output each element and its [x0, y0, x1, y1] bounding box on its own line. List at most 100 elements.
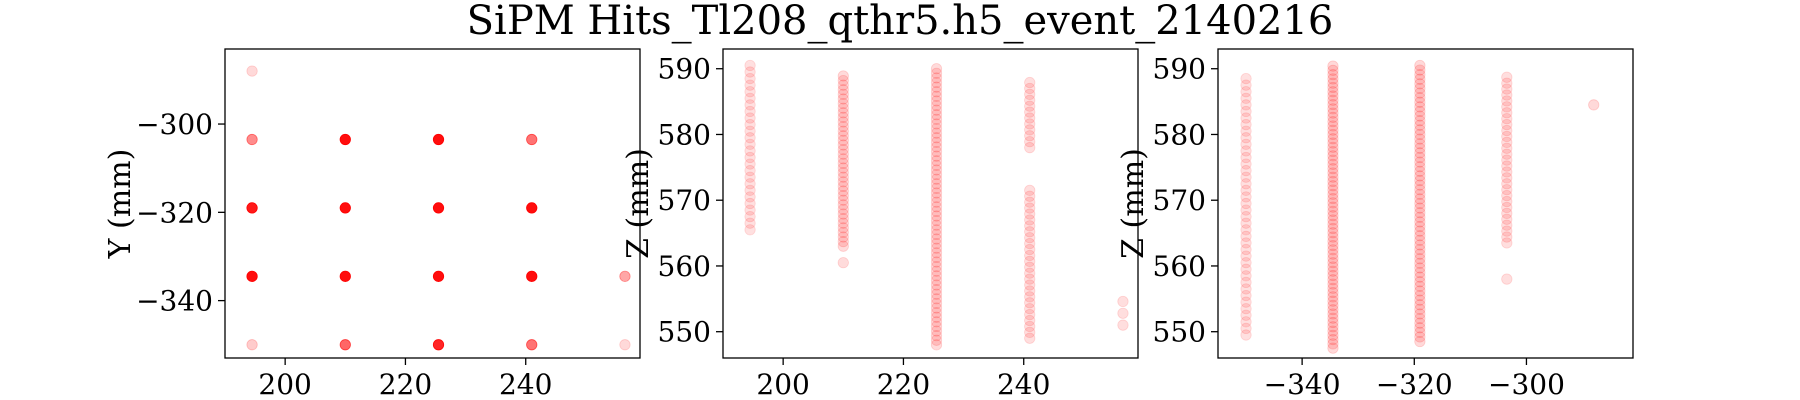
scatter-point — [1240, 217, 1252, 229]
scatter-point — [1240, 237, 1252, 249]
x-tick-label: −340 — [1264, 368, 1341, 400]
scatter-point — [1588, 99, 1600, 111]
scatter-point — [837, 97, 849, 110]
scatter-point — [1327, 338, 1339, 350]
scatter-point — [930, 118, 943, 130]
scatter-point — [837, 222, 849, 234]
scatter-point — [1024, 273, 1036, 285]
scatter-point — [930, 95, 943, 107]
scatter-point — [1414, 285, 1426, 297]
scatter-point — [837, 231, 849, 243]
scatter-point — [1414, 289, 1426, 302]
scatter-point — [1501, 71, 1513, 83]
scatter-point — [1414, 87, 1426, 99]
scatter-point — [1024, 136, 1036, 148]
scatter-point — [526, 270, 538, 282]
scatter-point — [1501, 124, 1513, 137]
scatter-point — [930, 141, 943, 153]
scatter-point — [1501, 231, 1513, 243]
scatter-point — [744, 171, 756, 183]
scatter-point — [1024, 76, 1036, 89]
scatter-point — [1240, 303, 1252, 315]
scatter-point — [1414, 73, 1426, 85]
scatter-point — [1024, 267, 1036, 279]
scatter-point — [1501, 190, 1513, 202]
scatter-point — [1414, 326, 1426, 338]
scatter-point — [744, 105, 756, 118]
scatter-point — [1327, 282, 1339, 294]
scatter-point — [837, 217, 849, 229]
scatter-point — [744, 151, 756, 164]
scatter-point — [930, 67, 943, 79]
scatter-point — [837, 171, 849, 183]
scatter-point — [930, 256, 943, 268]
scatter-point — [930, 210, 943, 222]
scatter-point — [1240, 99, 1252, 111]
scatter-point — [930, 86, 943, 98]
scatter-point — [930, 325, 943, 337]
y-tick-label: 550 — [658, 316, 711, 349]
scatter-point — [1414, 64, 1426, 76]
scatter-point — [930, 270, 943, 282]
scatter-point — [1327, 239, 1339, 252]
scatter-point — [930, 182, 943, 194]
scatter-point — [1024, 232, 1036, 244]
scatter-point — [1501, 119, 1513, 131]
scatter-point — [1240, 224, 1252, 236]
scatter-point — [339, 339, 351, 351]
scatter-point — [1414, 138, 1426, 150]
scatter-point — [930, 99, 943, 112]
scatter-point — [930, 297, 943, 310]
scatter-point — [930, 205, 943, 217]
scatter-point — [246, 339, 258, 351]
scatter-point — [930, 274, 943, 287]
scatter-point — [1327, 248, 1339, 260]
scatter-point — [432, 339, 445, 351]
scatter-point — [1414, 193, 1426, 205]
scatter-point — [1240, 138, 1252, 150]
scatter-point — [1414, 262, 1426, 274]
scatter-point — [930, 214, 943, 227]
axes-frame — [722, 48, 1139, 359]
scatter-point — [1501, 219, 1513, 231]
scatter-point — [1024, 130, 1036, 142]
scatter-point — [1024, 124, 1036, 136]
scatter-point — [930, 238, 943, 250]
scatter-point — [837, 162, 849, 174]
scatter-point — [837, 84, 849, 96]
scatter-point — [930, 191, 943, 204]
scatter-point — [1414, 271, 1426, 283]
scatter-point — [1327, 73, 1339, 85]
scatter-point — [1240, 105, 1252, 118]
scatter-point — [1501, 130, 1513, 143]
scatter-point — [930, 90, 943, 102]
scatter-point — [432, 202, 445, 214]
scatter-point — [930, 132, 943, 144]
scatter-point — [744, 72, 756, 85]
scatter-point — [1414, 312, 1426, 325]
scatter-point — [1117, 319, 1129, 331]
scatter-point — [1414, 197, 1426, 210]
scatter-point — [526, 202, 538, 214]
scatter-point — [1414, 280, 1426, 292]
scatter-point — [930, 265, 943, 277]
scatter-point — [1024, 255, 1036, 267]
scatter-point — [1414, 239, 1426, 251]
scatter-point — [1327, 184, 1339, 196]
scatter-point — [1414, 92, 1426, 104]
scatter-point — [1327, 120, 1339, 132]
scatter-point — [1501, 154, 1513, 166]
y-axis-label: Z (mm) — [621, 148, 656, 259]
scatter-point — [930, 242, 943, 254]
scatter-point — [1240, 296, 1252, 308]
scatter-point — [1024, 279, 1036, 291]
scatter-point — [837, 70, 849, 82]
scatter-point — [1240, 316, 1252, 328]
scatter-point — [1327, 269, 1339, 282]
scatter-point — [1024, 94, 1036, 106]
scatter-point — [1327, 60, 1339, 72]
x-tick-label: 220 — [379, 368, 432, 400]
scatter-point — [930, 109, 943, 121]
y-tick-label: 560 — [1153, 250, 1206, 283]
scatter-point — [1327, 201, 1339, 213]
